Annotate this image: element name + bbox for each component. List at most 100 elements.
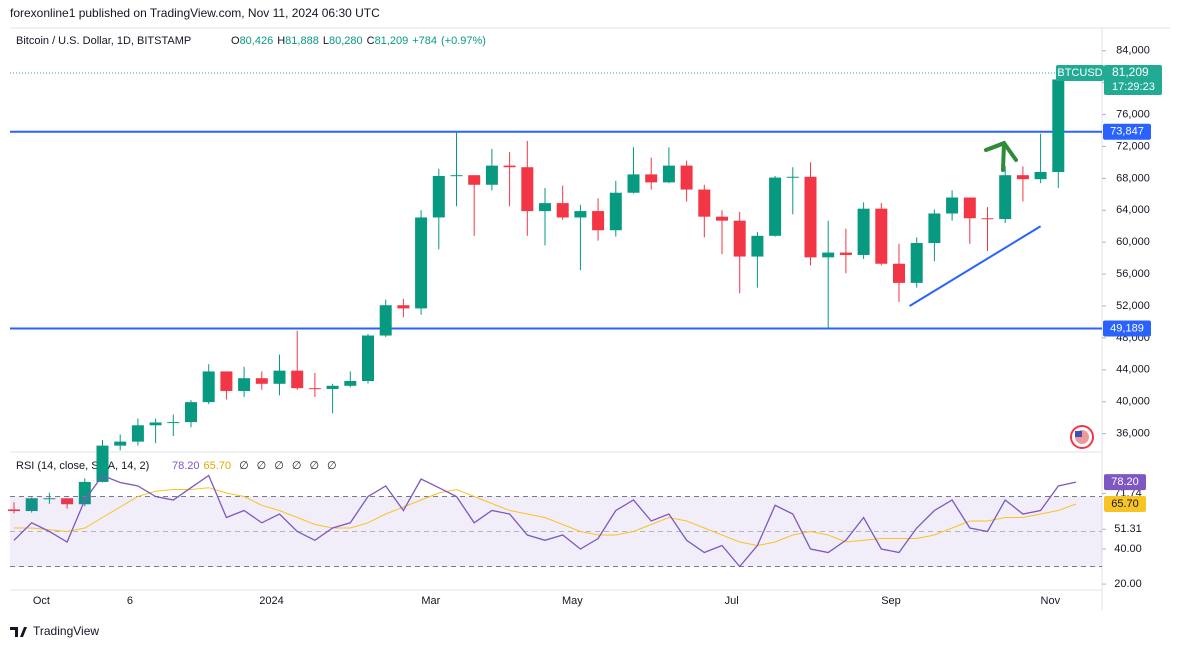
x-tick-label: May <box>562 595 583 607</box>
candle-body <box>238 378 251 391</box>
y-tick-label: 60,000 <box>1116 236 1150 248</box>
value-label: 78.20 <box>1111 476 1139 488</box>
x-tick-label: 6 <box>127 595 133 607</box>
ohlc-key: L <box>323 35 329 47</box>
candle-body <box>822 252 835 258</box>
candle-body <box>432 175 445 218</box>
y-tick-label: 40.00 <box>1114 543 1142 555</box>
candle-body <box>556 203 569 218</box>
y-tick-label: 44,000 <box>1116 364 1150 376</box>
y-tick-label: 52,000 <box>1116 300 1150 312</box>
candle-body <box>344 381 357 386</box>
candle-body <box>574 211 587 218</box>
candle-body <box>379 305 392 336</box>
candle-body <box>804 176 817 258</box>
arrow-annotation <box>984 140 1018 172</box>
rsi-line <box>14 487 1077 547</box>
change: +784 <box>412 35 437 47</box>
y-tick-label: 56,000 <box>1116 268 1150 280</box>
candle-body <box>910 242 923 283</box>
x-tick-label: Mar <box>421 595 440 607</box>
candle-body <box>291 370 304 389</box>
level-label: 73,847 <box>1110 126 1144 138</box>
x-tick-label: Sep <box>881 595 901 607</box>
candle-body <box>1016 175 1029 180</box>
countdown: 17:29:23 <box>1112 81 1155 93</box>
candle-body <box>326 385 339 389</box>
candle-body <box>733 220 746 257</box>
legend-symbol: ∅ <box>257 460 267 472</box>
candle-body <box>273 370 286 384</box>
x-tick-label: Oct <box>33 595 50 607</box>
candle-body <box>875 208 888 264</box>
level-label-box <box>1103 123 1151 140</box>
legend-symbol: ∅ <box>309 460 319 472</box>
candle-body <box>220 371 233 391</box>
value-box <box>1104 474 1146 491</box>
candle-body <box>202 371 215 403</box>
candle-body <box>397 305 410 309</box>
candle-body <box>839 252 852 255</box>
level-label-box <box>1103 320 1151 337</box>
brand: TradingView <box>33 624 99 638</box>
legend-symbol: ∅ <box>292 460 302 472</box>
candle-body <box>981 218 994 220</box>
y-tick-label: 76,000 <box>1116 108 1150 120</box>
ohlc-value: 80,426 <box>240 35 274 47</box>
candle-body <box>149 422 162 426</box>
candle-body <box>43 498 56 500</box>
candle-body <box>185 402 197 423</box>
candle-body <box>1052 79 1065 172</box>
change-pct: (+0.97%) <box>441 35 486 47</box>
x-tick-label: Nov <box>1041 595 1061 607</box>
level-label: 49,189 <box>1110 322 1144 334</box>
candle-body <box>362 335 374 382</box>
candle-body <box>485 165 498 185</box>
candle-body <box>25 498 38 512</box>
y-tick-label: 64,000 <box>1116 204 1150 216</box>
rsi-line <box>13 474 1077 568</box>
candle-body <box>716 216 728 221</box>
rsi-legend-value: 78.20 <box>172 460 200 472</box>
candle-body <box>680 165 693 190</box>
y-tick-label: 68,000 <box>1116 172 1150 184</box>
x-tick-label: Jul <box>725 595 739 607</box>
candle-body <box>114 441 127 446</box>
publisher: forexonline1 published on TradingView.co… <box>10 6 380 20</box>
flag-icon <box>1070 425 1094 449</box>
symbol-box <box>1056 65 1104 82</box>
candle-body <box>609 192 622 231</box>
candle-body <box>308 388 321 390</box>
candle-body <box>698 189 711 217</box>
candle-body <box>1034 171 1047 180</box>
y-tick-label: 40,000 <box>1116 396 1150 408</box>
ohlc-key: H <box>277 35 285 47</box>
candle-body <box>415 217 428 309</box>
value-box <box>1104 496 1146 513</box>
candle-body <box>255 378 268 384</box>
value-label: 65.70 <box>1111 498 1139 510</box>
legend-symbol: ∅ <box>327 460 337 472</box>
candle-body <box>627 174 640 193</box>
chart-title: Bitcoin / U.S. Dollar, 1D, BITSTAMP <box>16 35 191 47</box>
candle-body <box>8 509 20 512</box>
y-tick-label: 72,000 <box>1116 140 1150 152</box>
ohlc-legend: O80,426 H81,888 L80,280 C81,209 +784 (+0.97%) <box>231 35 486 47</box>
candle-body <box>539 203 551 212</box>
ohlc-value: 81,209 <box>375 35 409 47</box>
candle-body <box>645 174 658 183</box>
price-box <box>1104 65 1162 96</box>
legend-symbol: ∅ <box>274 460 284 472</box>
ohlc-value: 80,280 <box>329 35 363 47</box>
candle-body <box>96 445 109 482</box>
candle-body <box>946 197 959 214</box>
tv-logo <box>10 627 27 637</box>
candle-body <box>857 208 870 255</box>
candle-body <box>769 177 782 236</box>
candle-body <box>61 498 74 505</box>
candle-body <box>592 211 605 231</box>
candle-body <box>78 481 91 505</box>
ohlc-key: C <box>367 35 375 47</box>
